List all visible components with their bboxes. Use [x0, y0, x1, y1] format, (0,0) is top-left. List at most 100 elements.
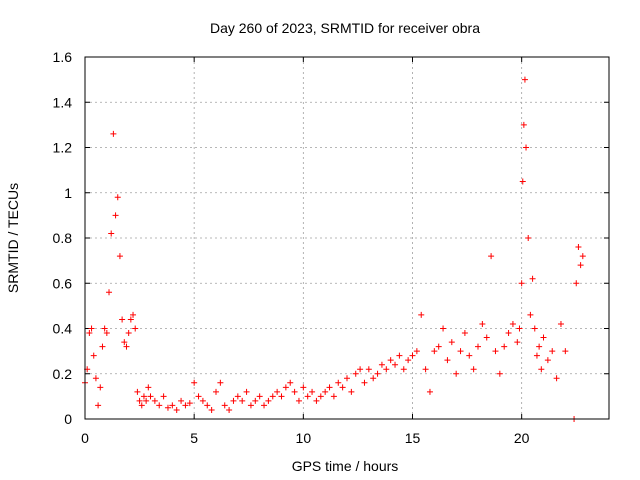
- plot-frame: [84, 56, 610, 420]
- x-tick-label: 10: [296, 430, 312, 446]
- data-point: [278, 393, 285, 400]
- data-point: [106, 289, 113, 296]
- data-point: [553, 375, 560, 382]
- y-tick-label: 1.2: [53, 140, 73, 156]
- data-point: [533, 352, 540, 359]
- data-point: [295, 397, 302, 404]
- data-point: [178, 397, 185, 404]
- data-point: [344, 375, 350, 382]
- data-point: [169, 402, 176, 409]
- data-point: [90, 352, 97, 359]
- tick-labels: 0 5 10 15 20 0 0.2 0.4 0.6 0.8 1 1.2 1.4 1.6: [53, 49, 530, 446]
- x-tick-label: 0: [81, 430, 89, 446]
- data-point: [549, 348, 556, 355]
- data-point: [147, 393, 154, 400]
- data-point: [208, 406, 215, 413]
- data-point: [88, 325, 95, 332]
- data-points: [82, 76, 586, 422]
- data-point: [130, 311, 137, 318]
- data-point: [195, 393, 202, 400]
- data-point: [112, 212, 119, 219]
- data-point: [514, 339, 521, 346]
- data-point: [523, 144, 530, 151]
- data-point: [119, 316, 126, 323]
- data-point: [103, 330, 110, 337]
- x-tick-label: 20: [514, 430, 530, 446]
- data-point: [538, 366, 545, 373]
- data-point: [413, 348, 420, 355]
- data-point: [173, 406, 180, 413]
- data-point: [383, 366, 390, 373]
- data-point: [234, 393, 241, 400]
- data-point: [492, 348, 499, 355]
- data-point: [256, 393, 263, 400]
- data-point: [95, 402, 102, 409]
- data-point: [357, 366, 364, 373]
- data-point: [322, 388, 329, 395]
- data-point: [92, 375, 99, 382]
- data-point: [239, 397, 246, 404]
- data-point: [361, 379, 368, 386]
- data-point: [199, 397, 206, 404]
- x-tick-label: 15: [405, 430, 421, 446]
- data-point: [121, 339, 128, 346]
- data-point: [136, 397, 143, 404]
- data-point: [191, 379, 198, 386]
- data-point: [505, 330, 512, 337]
- data-point: [529, 275, 536, 282]
- data-point: [217, 379, 224, 386]
- data-point: [335, 379, 342, 386]
- data-point: [409, 352, 416, 359]
- data-point: [247, 402, 254, 409]
- y-tick-label: 0.8: [53, 230, 73, 246]
- data-point: [521, 76, 528, 83]
- data-point: [540, 334, 547, 341]
- data-point: [573, 280, 580, 287]
- data-point: [274, 388, 281, 395]
- data-point: [101, 325, 108, 332]
- data-point: [370, 375, 377, 382]
- data-point: [86, 330, 93, 337]
- data-point: [525, 235, 532, 241]
- data-point: [134, 388, 141, 395]
- data-point: [431, 348, 438, 355]
- data-point: [348, 388, 355, 395]
- data-point: [396, 352, 403, 359]
- data-point: [221, 402, 228, 409]
- data-point: [313, 397, 320, 404]
- data-point: [509, 320, 516, 327]
- data-point: [520, 121, 527, 128]
- data-point: [151, 397, 158, 404]
- data-point: [387, 357, 394, 364]
- data-point: [496, 370, 503, 377]
- data-point: [156, 402, 163, 409]
- data-point: [116, 253, 123, 260]
- data-point: [97, 384, 104, 391]
- data-point: [182, 402, 189, 409]
- data-point: [531, 325, 538, 332]
- data-point: [138, 402, 145, 409]
- data-point: [435, 343, 442, 350]
- y-tick-label: 0.2: [53, 366, 73, 382]
- data-point: [461, 330, 468, 337]
- data-point: [426, 388, 433, 395]
- data-point: [479, 320, 486, 327]
- data-point: [352, 370, 359, 377]
- data-point: [132, 325, 139, 332]
- data-point: [422, 366, 429, 373]
- data-point: [252, 397, 259, 404]
- y-tick-label: 0: [64, 411, 72, 427]
- data-point: [374, 370, 381, 377]
- data-point: [575, 244, 582, 251]
- y-tick-label: 1: [64, 185, 72, 201]
- data-point: [186, 400, 193, 407]
- data-point: [365, 366, 372, 373]
- data-point: [145, 384, 152, 391]
- y-axis-label: SRMTID / TECUs: [5, 183, 21, 293]
- x-axis-label: GPS time / hours: [292, 458, 399, 474]
- data-point: [300, 384, 307, 391]
- data-point: [330, 393, 337, 400]
- data-point: [516, 325, 523, 332]
- data-point: [501, 343, 508, 350]
- data-point: [339, 384, 346, 391]
